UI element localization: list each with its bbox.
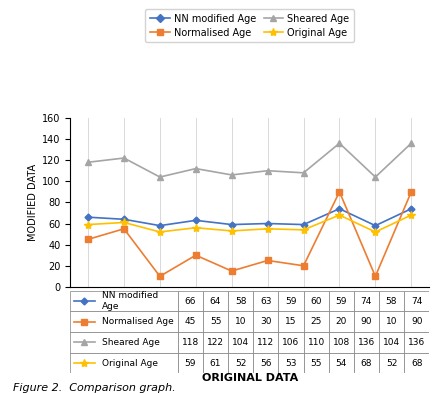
Bar: [379, 332, 404, 353]
Bar: [279, 353, 304, 373]
Text: 136: 136: [408, 338, 425, 347]
Text: 59: 59: [285, 297, 297, 306]
Bar: [304, 353, 328, 373]
Text: 54: 54: [336, 358, 347, 367]
Text: 45: 45: [185, 317, 196, 326]
Bar: [203, 353, 228, 373]
Text: 68: 68: [411, 358, 422, 367]
Text: 52: 52: [235, 358, 246, 367]
Bar: [379, 353, 404, 373]
Bar: [178, 311, 203, 332]
Bar: [354, 311, 379, 332]
Text: 58: 58: [235, 297, 247, 306]
Text: 106: 106: [283, 338, 300, 347]
Bar: [328, 291, 354, 311]
Text: Sheared Age: Sheared Age: [102, 338, 160, 347]
Text: 61: 61: [210, 358, 221, 367]
Bar: [70, 311, 178, 332]
Text: 90: 90: [360, 317, 372, 326]
Text: 59: 59: [185, 358, 196, 367]
Bar: [70, 291, 178, 311]
Bar: [228, 291, 253, 311]
Bar: [228, 353, 253, 373]
Text: 108: 108: [332, 338, 350, 347]
Text: 74: 74: [411, 297, 422, 306]
Bar: [304, 332, 328, 353]
Text: Figure 2.  Comparison graph.: Figure 2. Comparison graph.: [13, 383, 176, 393]
Bar: [354, 332, 379, 353]
Bar: [354, 291, 379, 311]
Text: 112: 112: [257, 338, 274, 347]
Bar: [304, 311, 328, 332]
Text: 56: 56: [260, 358, 272, 367]
Text: 64: 64: [210, 297, 221, 306]
Bar: [279, 311, 304, 332]
Text: 118: 118: [182, 338, 199, 347]
Bar: [379, 291, 404, 311]
Bar: [404, 311, 429, 332]
Text: 10: 10: [235, 317, 247, 326]
Bar: [178, 353, 203, 373]
Bar: [253, 353, 279, 373]
Text: 74: 74: [361, 297, 372, 306]
Text: 55: 55: [210, 317, 221, 326]
Legend: NN modified Age, Normalised Age, Sheared Age, Original Age: NN modified Age, Normalised Age, Sheared…: [145, 9, 354, 42]
Text: 63: 63: [260, 297, 272, 306]
Bar: [354, 353, 379, 373]
Text: 68: 68: [360, 358, 372, 367]
Text: 60: 60: [311, 297, 322, 306]
Text: 30: 30: [260, 317, 272, 326]
Text: 25: 25: [311, 317, 322, 326]
Bar: [279, 291, 304, 311]
Text: ORIGINAL DATA: ORIGINAL DATA: [201, 373, 298, 383]
Bar: [228, 311, 253, 332]
Text: 104: 104: [383, 338, 400, 347]
Bar: [70, 353, 178, 373]
Bar: [253, 291, 279, 311]
Text: 15: 15: [285, 317, 297, 326]
Text: 55: 55: [311, 358, 322, 367]
Bar: [328, 332, 354, 353]
Bar: [379, 311, 404, 332]
Bar: [203, 311, 228, 332]
Text: 104: 104: [232, 338, 249, 347]
Bar: [203, 332, 228, 353]
Bar: [279, 332, 304, 353]
Text: Original Age: Original Age: [102, 358, 159, 367]
Y-axis label: MODIFIED DATA: MODIFIED DATA: [28, 164, 38, 241]
Text: 90: 90: [411, 317, 422, 326]
Text: 122: 122: [207, 338, 224, 347]
Bar: [328, 353, 354, 373]
Text: 59: 59: [336, 297, 347, 306]
Bar: [404, 353, 429, 373]
Text: 20: 20: [336, 317, 347, 326]
Text: 53: 53: [285, 358, 297, 367]
Bar: [178, 332, 203, 353]
Bar: [70, 332, 178, 353]
Bar: [178, 291, 203, 311]
Text: 58: 58: [386, 297, 397, 306]
Text: 10: 10: [386, 317, 397, 326]
Bar: [404, 332, 429, 353]
Text: 66: 66: [185, 297, 196, 306]
Bar: [228, 332, 253, 353]
Text: Normalised Age: Normalised Age: [102, 317, 174, 326]
Bar: [253, 332, 279, 353]
Bar: [203, 291, 228, 311]
Text: 52: 52: [386, 358, 397, 367]
Bar: [404, 291, 429, 311]
Text: NN modified
Age: NN modified Age: [102, 292, 159, 311]
Bar: [253, 311, 279, 332]
Bar: [304, 291, 328, 311]
Text: 136: 136: [358, 338, 375, 347]
Bar: [328, 311, 354, 332]
Text: 110: 110: [307, 338, 325, 347]
